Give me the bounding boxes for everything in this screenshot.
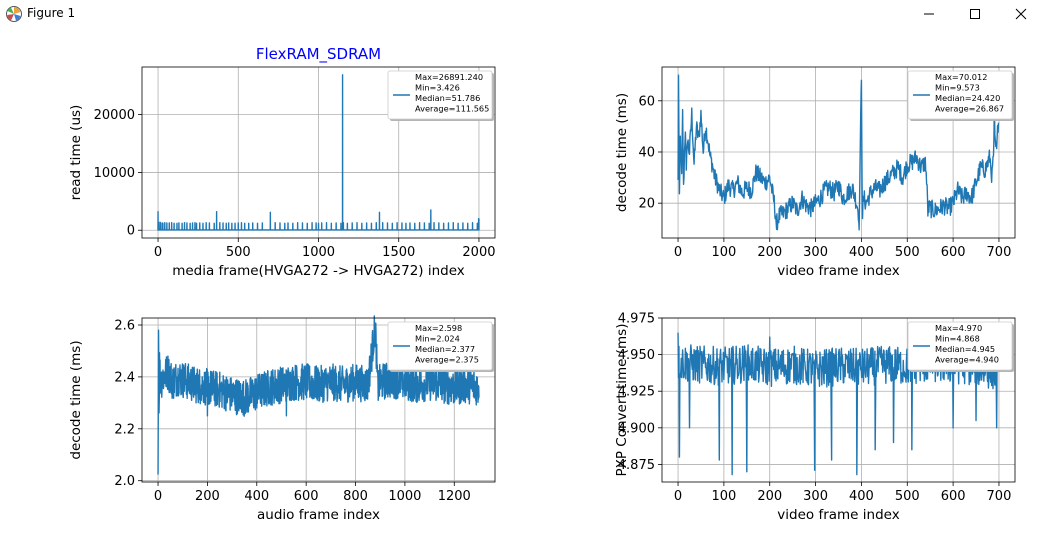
x-tick-label: 400	[849, 489, 874, 504]
legend-box	[907, 321, 1013, 371]
minimize-button[interactable]	[906, 0, 952, 28]
close-button[interactable]	[998, 0, 1044, 28]
series-line	[157, 74, 480, 231]
x-tick-label: 0	[674, 489, 682, 504]
y-tick-label: 20000	[94, 108, 135, 123]
legend-entry: Max=4.970	[935, 323, 982, 333]
matplotlib-figure-icon	[5, 5, 23, 23]
x-tick-label: 100	[711, 489, 736, 504]
legend-entry: Average=26.867	[935, 104, 1004, 114]
legend-entry: Average=111.565	[415, 104, 489, 114]
y-tick-label: 40	[638, 145, 655, 160]
series-line	[677, 74, 1000, 231]
close-icon	[1015, 8, 1027, 20]
y-tick-label: 2.2	[114, 422, 135, 437]
legend-entry: Max=2.598	[415, 323, 462, 333]
legend-entry: Median=24.420	[935, 93, 1000, 103]
x-tick-label: 300	[803, 489, 828, 504]
y-tick-label: 10000	[94, 166, 135, 181]
legend: Max=4.970Min=4.868Median=4.945Average=4.…	[907, 321, 1014, 372]
y-tick-label: 4.875	[618, 458, 655, 473]
y-tick-label: 2.0	[114, 474, 135, 489]
y-axis-label: decode time (ms)	[68, 340, 84, 459]
y-tick-label: 4.900	[618, 421, 655, 436]
series-line	[157, 315, 480, 475]
x-tick-label: 500	[895, 489, 920, 504]
y-tick-label: 4.975	[618, 312, 655, 327]
legend: Max=2.598Min=2.024Median=2.377Average=2.…	[387, 321, 494, 372]
legend-entry: Max=26891.240	[415, 72, 483, 82]
legend-entry: Average=2.375	[415, 355, 479, 365]
y-tick-label: 0	[127, 224, 135, 239]
x-axis-label: video frame index	[777, 263, 899, 279]
legend: Max=70.012Min=9.573Median=24.420Average=…	[907, 70, 1014, 121]
axes-frame	[661, 66, 1016, 239]
legend-entry: Max=70.012	[935, 72, 987, 82]
x-tick-label: 1000	[302, 245, 335, 260]
chart-title: FlexRAM_SDRAM	[256, 45, 381, 64]
window-title: Figure 1	[27, 6, 76, 20]
axes-frame	[661, 317, 1016, 483]
x-tick-label: 200	[195, 489, 220, 504]
x-tick-label: 600	[294, 489, 319, 504]
x-tick-label: 800	[343, 489, 368, 504]
y-axis-label: PXP Convert time (ms)	[614, 323, 630, 476]
x-tick-label: 400	[849, 245, 874, 260]
y-tick-label: 20	[638, 197, 655, 212]
x-tick-label: 0	[674, 245, 682, 260]
chart-3: 0 200 400 600 800 1000 1200 2.0 2.2 2.4 2.6 audio f…	[68, 315, 496, 523]
x-axis-label: video frame index	[777, 507, 899, 523]
legend-entry: Min=4.868	[935, 334, 980, 344]
y-tick-label: 2.6	[114, 319, 135, 334]
x-tick-label: 400	[244, 489, 269, 504]
x-tick-label: 600	[941, 245, 966, 260]
x-tick-label: 200	[757, 489, 782, 504]
x-tick-label: 200	[757, 245, 782, 260]
x-tick-label: 2000	[462, 245, 495, 260]
window-titlebar: Figure 1	[0, 0, 1044, 28]
y-tick-label: 4.950	[618, 348, 655, 363]
legend-entry: Median=2.377	[415, 344, 475, 354]
legend-box	[387, 70, 493, 120]
x-tick-label: 100	[711, 245, 736, 260]
y-tick-label: 4.925	[618, 385, 655, 400]
maximize-icon	[969, 8, 981, 20]
legend-box	[387, 321, 493, 371]
legend-box	[907, 70, 1013, 120]
x-tick-label: 0	[154, 489, 162, 504]
maximize-button[interactable]	[952, 0, 998, 28]
legend-entry: Average=4.940	[935, 355, 999, 365]
chart-2: 0 100 200 300 400 500 600 700 20 40 60 video frame …	[614, 66, 1016, 279]
y-tick-label: 60	[638, 94, 655, 109]
x-tick-label: 700	[987, 489, 1012, 504]
x-axis-label: audio frame index	[257, 507, 380, 523]
x-tick-label: 0	[154, 245, 162, 260]
x-tick-label: 1500	[382, 245, 415, 260]
x-axis-label: media frame(HVGA272 -> HVGA272) index	[172, 263, 465, 279]
x-tick-label: 700	[987, 245, 1012, 260]
x-tick-label: 500	[226, 245, 251, 260]
legend-entry: Min=2.024	[415, 334, 460, 344]
x-tick-label: 1000	[388, 489, 421, 504]
x-tick-label: 300	[803, 245, 828, 260]
legend: Max=26891.240Min=3.426Median=51.786Avera…	[387, 70, 494, 121]
legend-entry: Median=51.786	[415, 93, 480, 103]
x-tick-label: 1200	[438, 489, 471, 504]
minimize-icon	[923, 8, 935, 20]
x-tick-label: 500	[895, 245, 920, 260]
legend-entry: Median=4.945	[935, 344, 995, 354]
x-tick-label: 600	[941, 489, 966, 504]
y-axis-label: read time (us)	[68, 105, 84, 201]
y-tick-label: 2.4	[114, 370, 135, 385]
y-axis-label: decode time (ms)	[614, 93, 630, 212]
axes-frame	[141, 317, 496, 483]
legend-entry: Min=9.573	[935, 83, 980, 93]
legend-entry: Min=3.426	[415, 83, 460, 93]
chart-4: 0 100 200 300 400 500 600 700 4.875 4.900 4.925 4.9…	[614, 312, 1016, 523]
